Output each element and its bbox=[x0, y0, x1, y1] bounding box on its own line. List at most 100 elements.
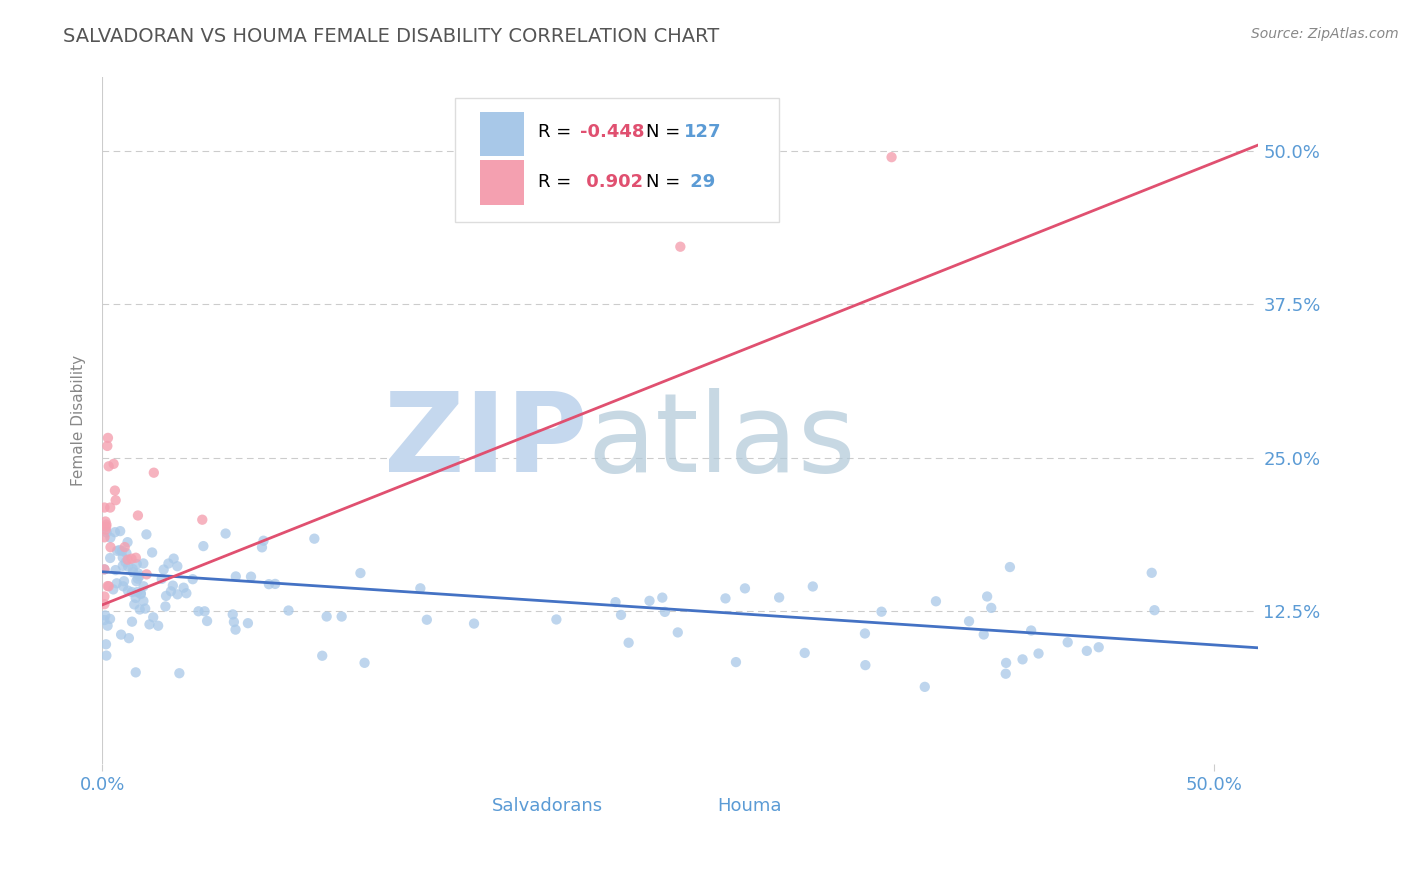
Point bbox=[122, 566, 145, 580]
Point bbox=[135, 567, 157, 582]
Point bbox=[880, 150, 903, 164]
Point bbox=[118, 631, 141, 645]
Point bbox=[155, 599, 177, 614]
Point bbox=[980, 600, 1002, 615]
Text: N =: N = bbox=[645, 173, 686, 191]
Point bbox=[214, 526, 236, 541]
Point bbox=[194, 604, 217, 618]
Point bbox=[134, 601, 156, 615]
Point bbox=[157, 557, 180, 571]
Point bbox=[311, 648, 333, 663]
Point bbox=[124, 591, 146, 605]
Point bbox=[236, 616, 259, 631]
Point bbox=[651, 591, 673, 605]
Point bbox=[125, 557, 148, 571]
Text: 0.902: 0.902 bbox=[579, 173, 643, 191]
Point bbox=[187, 604, 209, 618]
Point bbox=[105, 544, 128, 558]
Point bbox=[104, 525, 127, 540]
Point bbox=[97, 579, 120, 593]
Point bbox=[132, 557, 155, 571]
Text: 29: 29 bbox=[683, 173, 716, 191]
Point bbox=[142, 466, 165, 480]
Point bbox=[103, 582, 125, 597]
Point bbox=[853, 658, 876, 673]
Point bbox=[169, 666, 191, 681]
Point bbox=[617, 636, 640, 650]
Point bbox=[93, 562, 115, 576]
Point bbox=[111, 550, 134, 565]
Point bbox=[94, 637, 117, 651]
Point bbox=[127, 585, 149, 599]
Point bbox=[127, 566, 149, 581]
Point bbox=[315, 609, 337, 624]
Point bbox=[714, 591, 737, 606]
Point bbox=[104, 563, 127, 577]
Point bbox=[416, 613, 439, 627]
FancyBboxPatch shape bbox=[481, 112, 524, 156]
Point bbox=[121, 615, 143, 629]
Point bbox=[1019, 624, 1042, 638]
Point bbox=[129, 586, 152, 600]
Point bbox=[96, 525, 118, 540]
Point bbox=[93, 562, 115, 576]
Point bbox=[409, 582, 432, 596]
FancyBboxPatch shape bbox=[456, 98, 779, 222]
Point bbox=[97, 579, 120, 593]
Point bbox=[117, 535, 139, 549]
Point bbox=[353, 656, 375, 670]
Point bbox=[98, 551, 121, 566]
Point bbox=[93, 530, 115, 544]
Point bbox=[110, 627, 132, 641]
Point bbox=[111, 544, 134, 558]
Point bbox=[141, 545, 163, 559]
Point bbox=[94, 608, 117, 623]
Point bbox=[117, 559, 139, 574]
Point bbox=[1087, 640, 1109, 655]
Text: N =: N = bbox=[645, 123, 686, 142]
Point bbox=[162, 578, 184, 592]
Point bbox=[605, 595, 627, 609]
Point bbox=[111, 558, 134, 573]
Point bbox=[127, 572, 149, 586]
Point bbox=[117, 583, 139, 598]
Point bbox=[166, 587, 188, 601]
Point bbox=[1028, 647, 1050, 661]
Point bbox=[994, 666, 1017, 681]
Point bbox=[142, 610, 165, 624]
Point bbox=[870, 605, 893, 619]
Point bbox=[128, 602, 150, 616]
Point bbox=[129, 587, 152, 601]
Point bbox=[914, 680, 936, 694]
Point bbox=[104, 493, 127, 508]
Y-axis label: Female Disability: Female Disability bbox=[72, 355, 86, 486]
Point bbox=[125, 550, 148, 565]
Point bbox=[304, 532, 326, 546]
Point bbox=[638, 594, 661, 608]
Point bbox=[96, 648, 118, 663]
Point bbox=[105, 576, 128, 591]
Point bbox=[793, 646, 815, 660]
Point bbox=[108, 524, 131, 538]
Point bbox=[163, 551, 186, 566]
Point bbox=[155, 589, 177, 603]
Point bbox=[115, 546, 138, 560]
Point bbox=[138, 617, 160, 632]
Point bbox=[801, 579, 824, 593]
Point bbox=[121, 551, 143, 566]
Text: R =: R = bbox=[538, 173, 576, 191]
Point bbox=[252, 533, 274, 548]
Point bbox=[191, 513, 214, 527]
Point bbox=[277, 603, 299, 617]
Point bbox=[264, 577, 287, 591]
Point bbox=[1056, 635, 1078, 649]
Point bbox=[127, 508, 149, 523]
Point bbox=[166, 559, 188, 574]
Point bbox=[93, 613, 115, 627]
FancyBboxPatch shape bbox=[478, 792, 519, 816]
Point bbox=[100, 540, 122, 554]
Point bbox=[973, 627, 995, 641]
Point bbox=[349, 566, 371, 580]
Point bbox=[114, 555, 136, 569]
Text: R =: R = bbox=[538, 123, 576, 142]
